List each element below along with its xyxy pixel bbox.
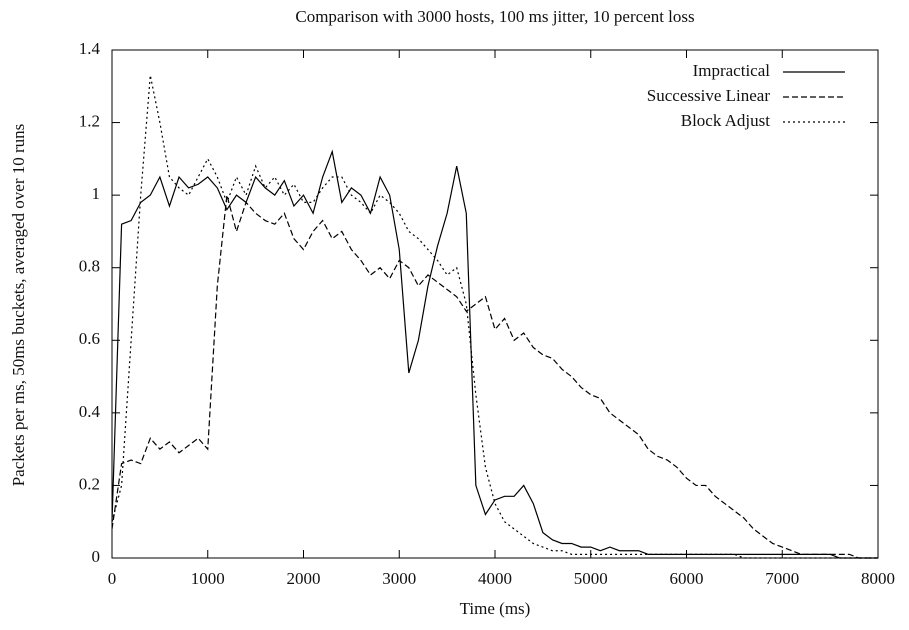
y-tick-label: 1: [92, 184, 101, 203]
y-tick-label: 1.2: [79, 111, 100, 130]
legend-label: Impractical: [693, 61, 771, 80]
series-line: [111, 194, 878, 559]
legend-label: Successive Linear: [647, 86, 771, 105]
x-tick-label: 7000: [765, 569, 799, 588]
y-tick-label: 1.4: [79, 39, 101, 58]
x-tick-label: 4000: [478, 569, 512, 588]
x-tick-label: 8000: [861, 569, 895, 588]
y-tick-label: 0: [92, 547, 101, 566]
x-tick-label: 0: [108, 569, 117, 588]
x-tick-label: 5000: [574, 569, 608, 588]
series-line: [111, 75, 878, 559]
x-tick-label: 6000: [670, 569, 704, 588]
chart-title: Comparison with 3000 hosts, 100 ms jitte…: [295, 7, 694, 26]
x-tick-label: 2000: [287, 569, 321, 588]
y-tick-label: 0.8: [79, 257, 100, 276]
legend-label: Block Adjust: [681, 111, 771, 130]
y-tick-label: 0.2: [79, 474, 100, 493]
series-line: [111, 149, 878, 559]
y-axis-label: Packets per ms, 50ms buckets, averaged o…: [9, 124, 28, 487]
y-tick-label: 0.4: [79, 402, 101, 421]
x-tick-label: 1000: [191, 569, 225, 588]
x-axis-label: Time (ms): [460, 599, 531, 618]
x-tick-label: 3000: [382, 569, 416, 588]
y-tick-label: 0.6: [79, 329, 100, 348]
